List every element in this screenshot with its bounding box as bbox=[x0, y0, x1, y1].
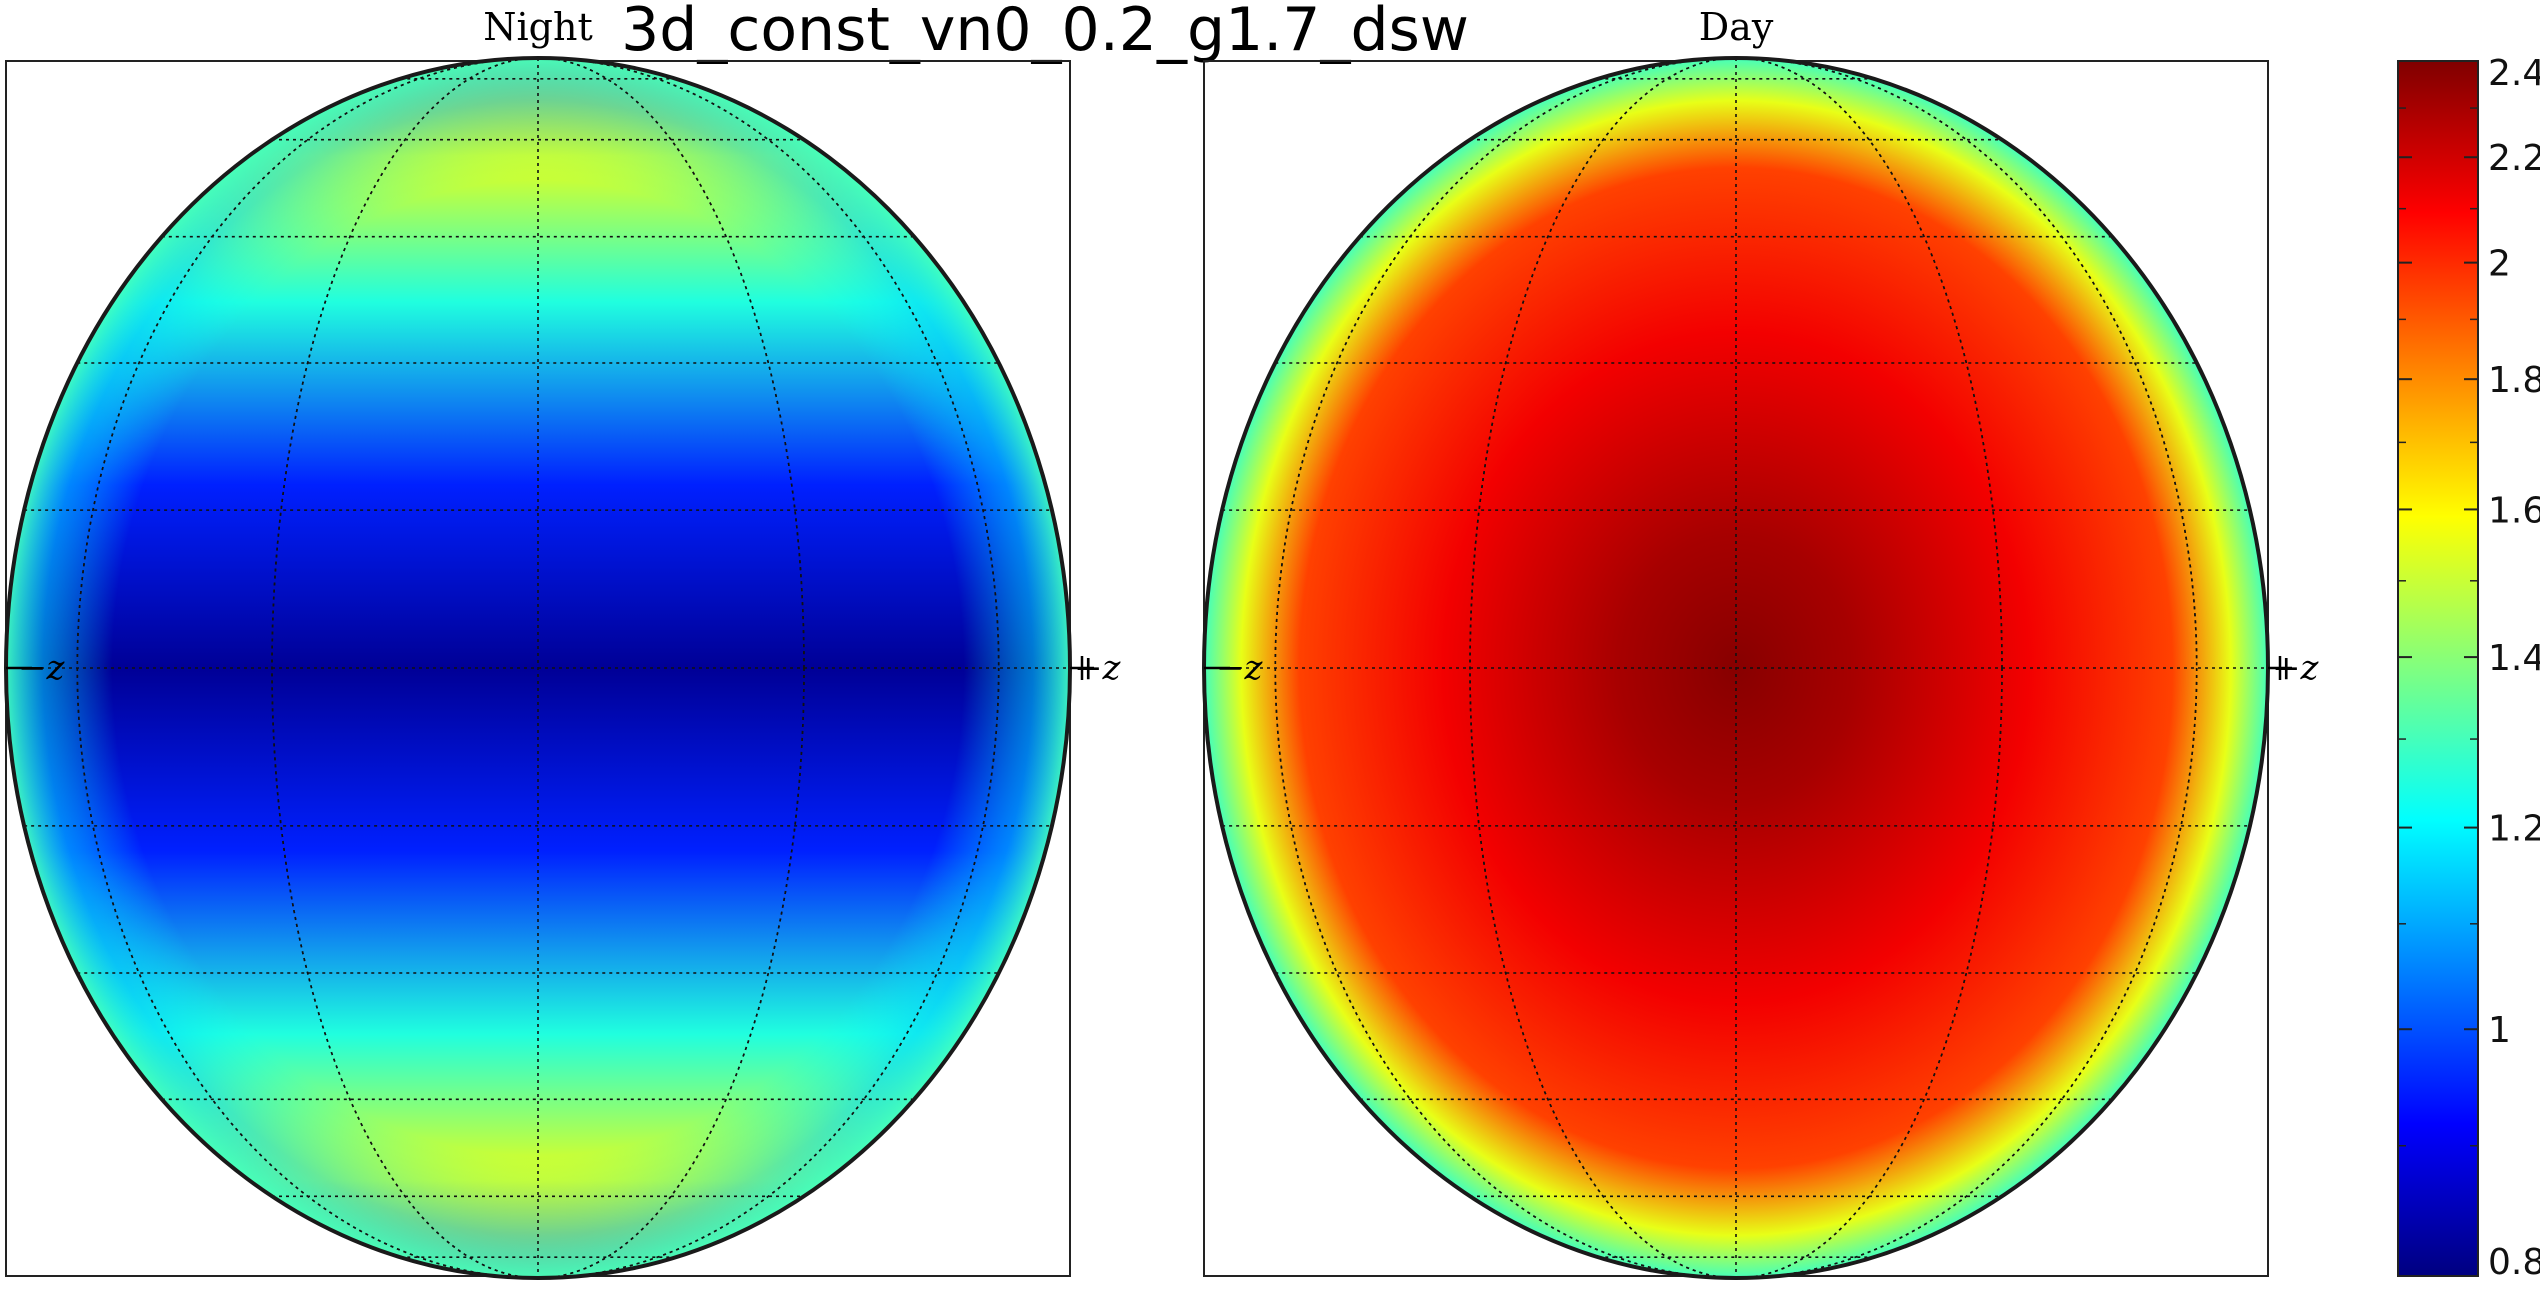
colorbar-tick-label: 2.4 bbox=[2488, 53, 2540, 94]
night-panel-title: Night bbox=[483, 5, 592, 49]
day-left-label: −z bbox=[1216, 648, 1263, 688]
night-panel: Night −z +z bbox=[4, 5, 1121, 1280]
colorbar-ticks: 0.8 1 1.2 1.4 1.6 1.8 2 2.2 2.4 bbox=[2398, 53, 2540, 1283]
colorbar-tick-label: 2.2 bbox=[2488, 138, 2540, 179]
day-panel-title: Day bbox=[1699, 5, 1774, 49]
colorbar-tick-label: 1.8 bbox=[2488, 360, 2540, 401]
colorbar-tick-label: 0.8 bbox=[2488, 1242, 2540, 1283]
colorbar-tick-label: 1 bbox=[2488, 1010, 2511, 1051]
colorbar: 0.8 1 1.2 1.4 1.6 1.8 2 2.2 2.4 bbox=[2397, 53, 2540, 1283]
figure-title: 3d_const_vn0_0.2_g1.7_dsw bbox=[621, 0, 1469, 65]
day-graticule bbox=[1204, 58, 2268, 1278]
day-panel: Day −z +z bbox=[1202, 5, 2319, 1280]
colorbar-tick-label: 2 bbox=[2488, 244, 2511, 285]
night-right-label: +z bbox=[1074, 648, 1121, 688]
colorbar-gradient bbox=[2397, 60, 2479, 1277]
day-right-label: +z bbox=[2272, 648, 2319, 688]
colorbar-tick-label: 1.4 bbox=[2488, 638, 2540, 679]
night-graticule bbox=[6, 58, 1070, 1278]
colorbar-tick-label: 1.2 bbox=[2488, 809, 2540, 850]
colorbar-tick-label: 1.6 bbox=[2488, 490, 2540, 531]
night-left-label: −z bbox=[18, 648, 65, 688]
